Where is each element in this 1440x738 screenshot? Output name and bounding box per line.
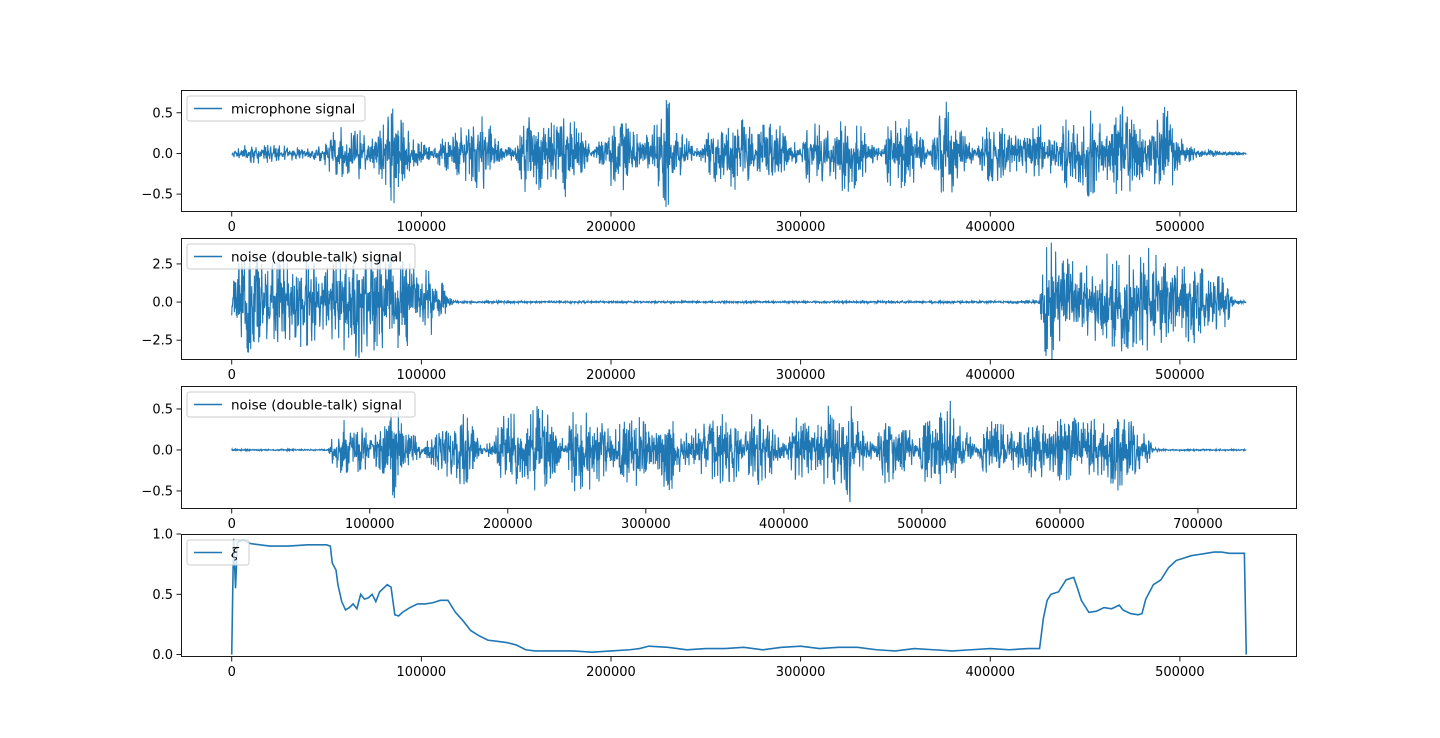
x-tick-label: 100000: [345, 517, 395, 532]
x-tick-label: 200000: [586, 368, 636, 383]
y-tick-label: 0.5: [152, 402, 173, 417]
x-tick-label: 600000: [1035, 517, 1085, 532]
y-tick-label: 0.0: [152, 443, 173, 458]
legend-box: [186, 391, 416, 418]
legend: noise (double-talk) signal: [186, 391, 416, 418]
y-tick-label: 0.0: [152, 296, 173, 311]
x-tick-label: 100000: [397, 368, 447, 383]
x-tick-label: 200000: [586, 665, 636, 680]
x-tick-label: 0: [228, 665, 236, 680]
x-tick-label: 500000: [1155, 368, 1205, 383]
series-line-2-1: [231, 242, 1247, 360]
x-tick-label: 400000: [965, 368, 1015, 383]
legend-label: microphone signal: [231, 102, 355, 118]
y-tick-label: −0.5: [141, 188, 173, 203]
axes-frame: [181, 534, 1297, 657]
legend: noise (double-talk) signal: [186, 243, 416, 270]
y-tick-label: 1.0: [152, 528, 173, 543]
x-tick-label: 500000: [897, 517, 947, 532]
x-tick-label: 300000: [776, 665, 826, 680]
x-tick-label: 200000: [586, 220, 636, 235]
x-tick-label: 100000: [397, 220, 447, 235]
x-tick-label: 400000: [965, 665, 1015, 680]
legend-label: noise (double-talk) signal: [231, 250, 402, 266]
subplot-1: 0 100000 200000 300000 400000 500000 −0.5 0.0 0.…: [141, 90, 1297, 235]
series-line-4-1: [230, 538, 1248, 655]
x-tick-label: 400000: [965, 220, 1015, 235]
legend: ξ: [186, 539, 250, 566]
legend-box: [186, 95, 366, 122]
y-tick-label: 2.5: [152, 257, 173, 272]
legend-box: [186, 243, 416, 270]
legend: microphone signal: [186, 95, 366, 122]
y-tick-label: −2.5: [141, 334, 173, 349]
x-tick-label: 300000: [776, 368, 826, 383]
x-tick-label: 0: [228, 368, 236, 383]
legend-label: ξ: [231, 546, 240, 562]
series-line-1-1: [231, 99, 1247, 208]
subplot-2: 0 100000 200000 300000 400000 500000 −2.5 0.0 2.…: [141, 238, 1297, 383]
x-tick-label: 0: [228, 517, 236, 532]
x-tick-label: 400000: [759, 517, 809, 532]
x-tick-label: 200000: [483, 517, 533, 532]
x-tick-label: 700000: [1173, 517, 1223, 532]
legend-label: noise (double-talk) signal: [231, 398, 402, 414]
x-tick-label: 500000: [1155, 220, 1205, 235]
y-tick-label: 0.5: [152, 588, 173, 603]
axes-frame: [181, 238, 1297, 360]
y-tick-label: 0.0: [152, 147, 173, 162]
axes-frame: [181, 90, 1297, 212]
x-tick-label: 300000: [776, 220, 826, 235]
x-tick-label: 100000: [397, 665, 447, 680]
subplot-4: 0 100000 200000 300000 400000 500000 0.0 0.5 1.0…: [152, 528, 1297, 680]
x-tick-label: 0: [228, 220, 236, 235]
subplot-3: 0 100000 200000 300000 400000 500000 600000 700…: [141, 386, 1297, 532]
series-line-3-1: [231, 400, 1247, 503]
y-tick-label: 0.0: [152, 648, 173, 663]
x-tick-label: 300000: [621, 517, 671, 532]
axes-frame: [181, 386, 1297, 509]
y-tick-label: −0.5: [141, 484, 173, 499]
x-tick-label: 500000: [1155, 665, 1205, 680]
y-tick-label: 0.5: [152, 106, 173, 121]
